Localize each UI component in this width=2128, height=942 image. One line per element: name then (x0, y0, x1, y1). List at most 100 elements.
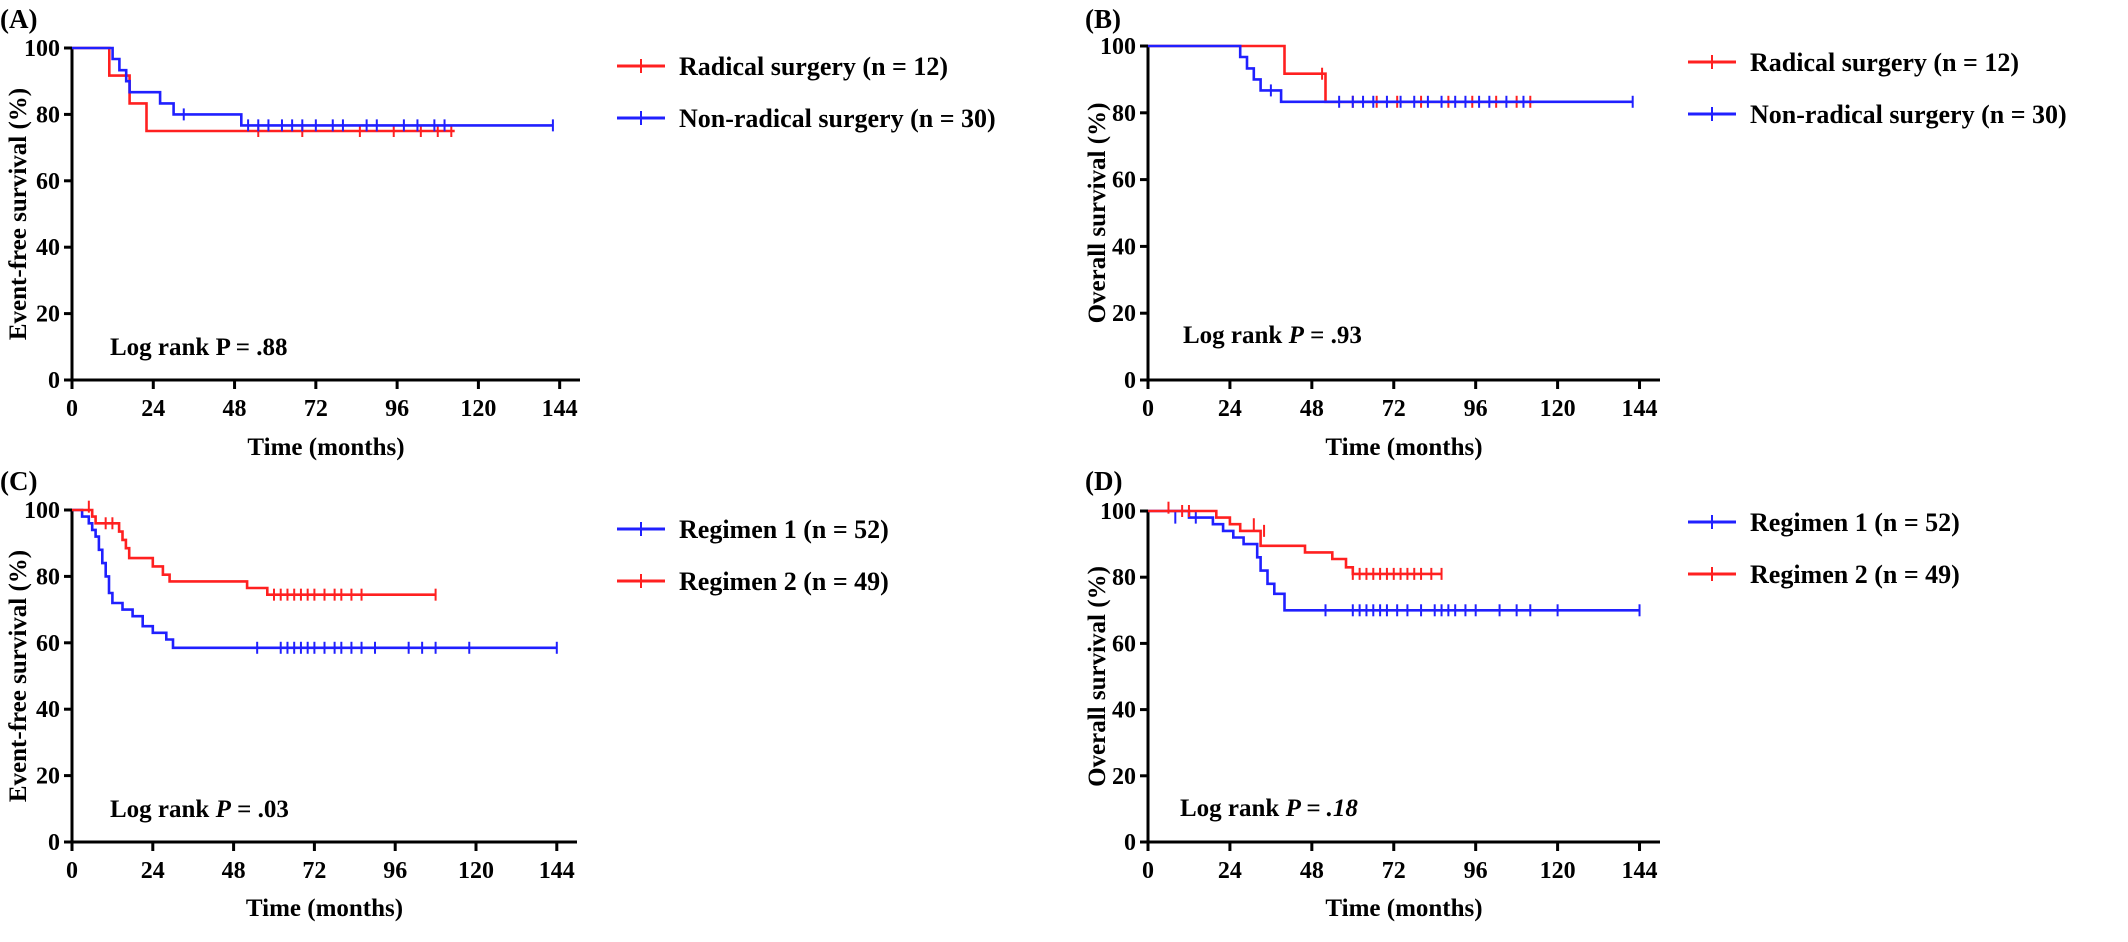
legend-label: Non-radical surgery (n = 30) (679, 104, 996, 133)
y-axis-title: Event-free survival (%) (5, 88, 32, 340)
x-tick-label: 48 (222, 858, 246, 884)
panel-label: (C) (0, 466, 37, 496)
x-axis-title: Time (months) (1325, 895, 1482, 922)
y-tick-label: 80 (36, 564, 60, 590)
x-tick-label: 48 (1300, 858, 1324, 884)
series-1 (72, 46, 554, 132)
y-tick-label: 100 (24, 498, 60, 524)
y-tick-label: 100 (1100, 34, 1136, 60)
y-tick-label: 80 (36, 102, 60, 128)
survival-curve (1148, 509, 1442, 576)
y-tick-label: 0 (1124, 830, 1136, 856)
series-0 (72, 508, 558, 654)
legend-label: Radical surgery (n = 12) (1750, 48, 2019, 77)
x-tick-label: 120 (1540, 396, 1576, 422)
x-tick-label: 96 (383, 858, 407, 884)
series-0 (1148, 509, 1641, 617)
annotation-p: P (215, 796, 232, 823)
y-tick-label: 0 (1124, 368, 1136, 394)
x-tick-label: 0 (66, 396, 78, 422)
x-tick-label: 48 (223, 396, 247, 422)
y-tick-label: 80 (1112, 565, 1136, 591)
legend-label: Regimen 2 (n = 49) (679, 567, 889, 596)
x-tick-label: 120 (1540, 858, 1576, 884)
series-1 (1148, 44, 1634, 108)
x-tick-label: 72 (302, 858, 326, 884)
y-tick-label: 20 (1112, 301, 1136, 327)
y-tick-label: 40 (1112, 234, 1136, 260)
log-rank-annotation: Log rank P = .93 (1183, 322, 1362, 349)
annotation-prefix: Log rank (110, 796, 216, 823)
legend-label: Radical surgery (n = 12) (679, 52, 948, 81)
annotation-prefix: Log rank (1180, 795, 1286, 822)
y-axis-title: Overall survival (%) (1084, 103, 1111, 324)
panel-label: (B) (1085, 4, 1121, 34)
y-tick-label: 60 (1112, 631, 1136, 657)
y-axis-title: Event-free survival (%) (5, 550, 32, 802)
annotation-suffix: = .03 (231, 796, 289, 823)
x-tick-label: 96 (1464, 396, 1488, 422)
y-axis-title: Overall survival (%) (1084, 566, 1111, 787)
x-tick-label: 144 (539, 858, 575, 884)
chart-panel-a: (A) 0 20 40 60 80 100 0 24 48 72 96 120 144 Time (mont… (0, 4, 996, 461)
survival-curve (72, 46, 553, 127)
x-tick-label: 48 (1300, 396, 1324, 422)
legend-label: Non-radical surgery (n = 30) (1750, 100, 2067, 129)
legend-label: Regimen 1 (n = 52) (1750, 508, 1960, 537)
annotation-p: P (1288, 322, 1305, 349)
x-tick-label: 120 (460, 396, 496, 422)
annotation-suffix: = .93 (1304, 322, 1362, 349)
x-tick-label: 72 (1382, 396, 1406, 422)
x-tick-label: 96 (385, 396, 409, 422)
chart-panel-b: (B) 0 20 40 60 80 100 0 24 48 72 96 120 144 Time (mont… (1084, 4, 2067, 461)
series-1 (1148, 501, 1443, 580)
x-tick-label: 144 (542, 396, 578, 422)
survival-curve (72, 508, 557, 650)
y-tick-label: 40 (36, 697, 60, 723)
series-1 (72, 500, 437, 601)
y-tick-label: 80 (1112, 101, 1136, 127)
x-tick-label: 120 (458, 858, 494, 884)
y-tick-label: 40 (1112, 698, 1136, 724)
log-rank-annotation: Log rank P = .03 (110, 796, 289, 823)
x-tick-label: 24 (141, 396, 165, 422)
x-tick-label: 72 (304, 396, 328, 422)
legend-label: Regimen 1 (n = 52) (679, 515, 889, 544)
y-tick-label: 20 (36, 302, 60, 328)
survival-curve (72, 508, 436, 597)
chart-panel-c: (C) 0 20 40 60 80 100 0 24 48 72 96 120 144 Time (mont… (0, 466, 889, 922)
x-tick-label: 0 (66, 858, 78, 884)
x-tick-label: 144 (1622, 858, 1658, 884)
x-tick-label: 24 (141, 858, 165, 884)
x-tick-label: 0 (1142, 858, 1154, 884)
chart-panel-d: (D) 0 20 40 60 80 100 0 24 48 72 96 120 144 Time (mont… (1084, 466, 1960, 922)
y-tick-label: 100 (24, 36, 60, 62)
y-tick-label: 60 (1112, 168, 1136, 194)
x-tick-label: 144 (1622, 396, 1658, 422)
x-tick-label: 72 (1382, 858, 1406, 884)
x-axis-title: Time (months) (246, 895, 403, 922)
y-tick-label: 60 (36, 631, 60, 657)
y-tick-label: 20 (1112, 764, 1136, 790)
log-rank-annotation: Log rank P = .18 (1180, 795, 1358, 822)
annotation-prefix: Log rank P = .88 (110, 334, 287, 361)
series-0 (1148, 44, 1534, 108)
y-tick-label: 40 (36, 235, 60, 261)
x-tick-label: 24 (1218, 396, 1242, 422)
legend-label: Regimen 2 (n = 49) (1750, 560, 1960, 589)
x-axis-title: Time (months) (247, 434, 404, 461)
y-tick-label: 0 (48, 368, 60, 394)
log-rank-annotation: Log rank P = .88 (110, 334, 287, 361)
x-tick-label: 24 (1218, 858, 1242, 884)
x-axis-title: Time (months) (1325, 434, 1482, 461)
x-tick-label: 96 (1464, 858, 1488, 884)
survival-curve (1148, 44, 1633, 104)
x-tick-label: 0 (1142, 396, 1154, 422)
y-tick-label: 60 (36, 169, 60, 195)
annotation-prefix: Log rank (1183, 322, 1289, 349)
annotation-p: P (1285, 795, 1302, 822)
y-tick-label: 20 (36, 764, 60, 790)
panel-label: (D) (1085, 466, 1122, 496)
y-tick-label: 0 (48, 830, 60, 856)
